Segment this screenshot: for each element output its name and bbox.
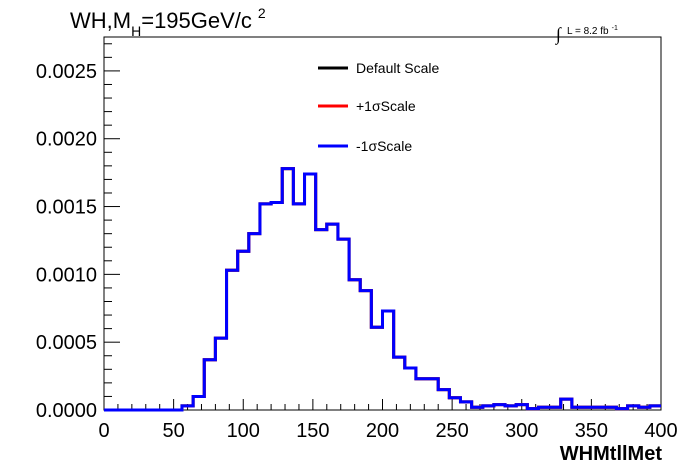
y-tick-label: 0.0000 bbox=[36, 400, 97, 422]
y-tick-label: 0.0025 bbox=[36, 61, 97, 83]
x-tick-label: 200 bbox=[366, 420, 399, 442]
y-tick-label: 0.0010 bbox=[36, 264, 97, 286]
title-suffix: =195GeV/c bbox=[141, 8, 252, 33]
y-tick-label: 0.0015 bbox=[36, 197, 97, 219]
x-tick-label: 150 bbox=[296, 420, 329, 442]
x-tick-label: 0 bbox=[98, 420, 109, 442]
integral-symbol: ∫ bbox=[555, 24, 562, 45]
luminosity-text: L = 8.2 fb bbox=[567, 26, 609, 37]
legend-label-2: -1σScale bbox=[356, 138, 412, 154]
x-tick-label: 400 bbox=[644, 420, 677, 442]
legend: Default Scale +1σScale -1σScale bbox=[318, 60, 439, 154]
x-tick-label: 50 bbox=[163, 420, 185, 442]
legend-label-0: Default Scale bbox=[356, 60, 439, 76]
x-tick-label: 300 bbox=[505, 420, 538, 442]
y-tick-label: 0.0020 bbox=[36, 129, 97, 151]
x-axis-label: WHMtllMet bbox=[560, 443, 663, 465]
legend-label-1: +1σScale bbox=[356, 98, 416, 114]
luminosity-label: L = 8.2 fb -1 bbox=[567, 25, 618, 37]
title-prefix: WH,M bbox=[70, 8, 131, 33]
chart-title: WH,MH=195GeV/c 2 bbox=[70, 5, 266, 39]
series-line-2 bbox=[104, 167, 661, 412]
axis-tick-labels: 0 50 100 150 200 250 300 350 400 0.0000 0.0005 0.00… bbox=[36, 61, 678, 442]
x-tick-label: 250 bbox=[435, 420, 468, 442]
series-lines bbox=[104, 167, 661, 412]
axis-ticks bbox=[103, 43, 662, 411]
title-superscript: 2 bbox=[258, 5, 266, 21]
y-tick-label: 0.0005 bbox=[36, 332, 97, 354]
luminosity-superscript: -1 bbox=[612, 25, 618, 32]
x-tick-label: 350 bbox=[575, 420, 608, 442]
title-subscript: H bbox=[131, 23, 141, 39]
x-tick-label: 100 bbox=[227, 420, 260, 442]
